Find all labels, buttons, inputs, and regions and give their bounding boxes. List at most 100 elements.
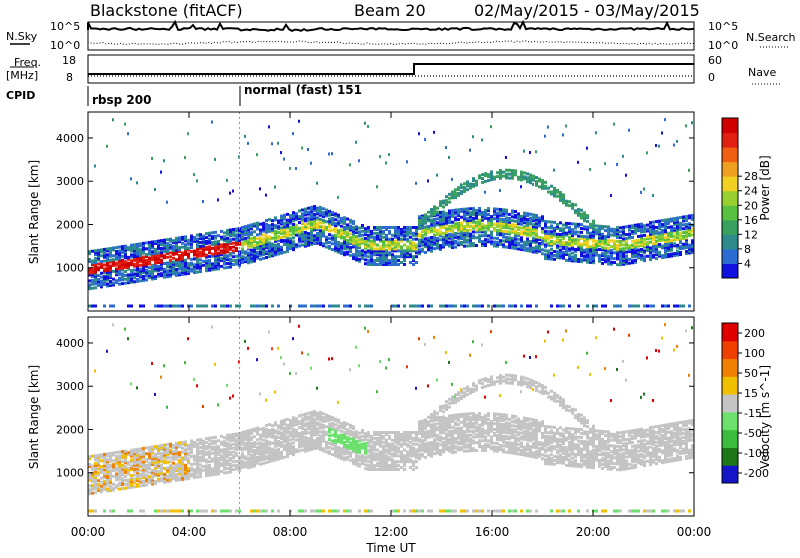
velocity-cell: [97, 479, 100, 482]
power-cell: [466, 229, 469, 232]
power-cell: [346, 251, 349, 254]
power-cell: [520, 171, 523, 174]
velocity-cell: [97, 454, 100, 457]
power-cell: [610, 245, 613, 248]
power-cell: [505, 216, 508, 219]
power-cell: [517, 226, 520, 229]
velocity-cell: [265, 440, 268, 443]
velocity-cell: [232, 451, 235, 454]
power-cell: [580, 223, 583, 226]
power-cell: [667, 226, 670, 229]
power-cell: [427, 225, 430, 228]
velocity-cell: [109, 464, 112, 467]
velocity-cell: [298, 426, 301, 429]
power-cell: [367, 234, 370, 237]
velocity-cell: [190, 463, 193, 466]
power-cell: [370, 305, 373, 308]
power-cell: [505, 169, 508, 172]
velocity-cell: [121, 460, 124, 463]
velocity-cell: [319, 510, 322, 513]
power-cell: [97, 262, 100, 265]
power-cell: [502, 305, 505, 308]
power-cell: [397, 249, 400, 252]
power-cell: [364, 227, 367, 230]
power-cell: [415, 226, 418, 229]
power-cell: [94, 165, 96, 168]
velocity-cell: [208, 450, 211, 453]
velocity-cell: [166, 447, 169, 450]
power-cell: [559, 249, 562, 252]
power-cell: [643, 249, 646, 252]
velocity-cell: [208, 437, 211, 440]
power-cell: [364, 122, 366, 125]
power-cell: [424, 213, 427, 216]
power-cell: [127, 262, 130, 265]
power-cell: [601, 246, 604, 249]
velocity-cell: [235, 510, 238, 513]
velocity-cell: [235, 452, 238, 455]
velocity-cell: [91, 492, 94, 495]
power-cell: [457, 218, 460, 221]
power-cell: [274, 216, 277, 219]
power-cell: [562, 224, 565, 227]
power-cell: [412, 238, 415, 241]
power-cell: [631, 230, 634, 233]
power-cell: [622, 247, 625, 250]
power-cell: [502, 230, 505, 233]
velocity-cell: [154, 510, 157, 513]
velocity-cell: [226, 434, 229, 437]
velocity-cell: [262, 438, 265, 441]
power-cell: [334, 222, 337, 225]
power-cell: [643, 234, 646, 237]
velocity-cell: [211, 436, 214, 439]
velocity-cell: [289, 372, 291, 375]
velocity-cell: [148, 475, 151, 478]
power-cell: [568, 226, 571, 229]
power-cell: [409, 261, 412, 264]
power-cell: [334, 305, 337, 308]
power-cell: [619, 248, 622, 251]
velocity-cell: [241, 460, 244, 463]
power-cell: [211, 247, 214, 250]
power-cell: [613, 240, 616, 243]
power-cell: [487, 173, 490, 176]
velocity-cell: [130, 474, 133, 477]
velocity-cell: [220, 470, 223, 473]
power-cell: [328, 229, 331, 232]
power-cell: [205, 246, 208, 249]
power-cell: [94, 257, 97, 260]
velocity-cell: [130, 382, 132, 385]
power-cell: [583, 255, 586, 258]
velocity-cell: [226, 471, 229, 474]
power-cell: [385, 161, 387, 164]
velocity-cell: [112, 459, 115, 462]
velocity-cell: [298, 449, 301, 452]
colorbar-tick-label: 28: [744, 170, 758, 183]
power-cell: [541, 237, 544, 240]
velocity-cell: [271, 347, 273, 350]
power-cell: [592, 220, 595, 223]
power-cell: [553, 169, 555, 172]
velocity-cell: [343, 510, 346, 513]
power-cell: [280, 226, 283, 229]
power-cell: [514, 214, 517, 217]
velocity-cell: [115, 451, 118, 454]
velocity-cell: [136, 448, 139, 451]
power-cell: [352, 226, 355, 229]
power-cell: [454, 222, 457, 225]
power-cell: [469, 207, 472, 210]
power-cell: [217, 198, 219, 201]
velocity-cell: [202, 469, 205, 472]
power-cell: [166, 238, 169, 241]
power-cell: [388, 230, 391, 233]
power-cell: [496, 175, 499, 178]
power-cell: [532, 213, 535, 216]
velocity-cell: [139, 484, 142, 487]
power-cell: [616, 240, 619, 243]
power-cell: [463, 186, 466, 189]
power-cell: [505, 209, 508, 212]
velocity-cell: [115, 467, 118, 470]
power-cell: [682, 305, 685, 308]
power-cell: [445, 227, 448, 230]
velocity-cell: [208, 460, 211, 463]
